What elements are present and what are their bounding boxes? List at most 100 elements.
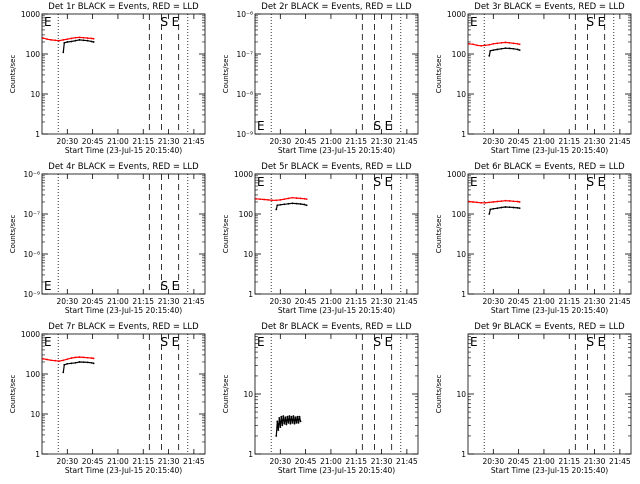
data-point <box>512 206 515 209</box>
data-point <box>472 201 474 203</box>
y-axis-label: Counts/sec <box>435 215 443 254</box>
data-point <box>299 420 302 423</box>
y-tick-label: 10 <box>456 250 466 259</box>
data-point <box>275 208 278 211</box>
y-tick-label: 1 <box>35 450 40 459</box>
y-tick-label: 100 <box>452 210 467 219</box>
data-point <box>504 47 507 50</box>
x-tick-label: 20:45 <box>295 137 317 146</box>
event-marker: E <box>598 15 606 29</box>
data-point <box>63 363 66 366</box>
x-tick-label: 20:30 <box>56 137 78 146</box>
data-point <box>275 199 278 202</box>
data-point <box>305 198 308 201</box>
data-point <box>488 213 491 215</box>
x-tick-label: 21:30 <box>371 137 393 146</box>
data-point <box>74 356 77 359</box>
data-point <box>294 416 297 419</box>
data-point <box>58 39 61 42</box>
x-tick-label: 21:15 <box>345 297 367 306</box>
data-point <box>500 47 503 50</box>
data-point <box>303 203 306 206</box>
chart-title: Det 4r BLACK = Events, RED = LLD <box>48 162 199 172</box>
y-tick-label: 1 <box>461 290 466 299</box>
y-axis-label: Counts/sec <box>9 55 17 94</box>
x-axis-label: Start Time (23-Jul-15 20:15:40) <box>491 306 608 315</box>
y-tick-label: 100 <box>26 50 41 59</box>
plot-frame <box>467 13 632 135</box>
event-marker: E <box>470 175 478 189</box>
x-tick-label: 20:30 <box>482 457 504 466</box>
x-tick-label: 20:30 <box>482 137 504 146</box>
data-point <box>476 44 479 47</box>
chart-panel: Det 9r BLACK = Events, RED = LLD 1 10 20:30… <box>435 322 632 475</box>
x-tick-label: 21:30 <box>584 457 606 466</box>
y-axis-label: Counts/sec <box>9 215 17 254</box>
plot-frame <box>41 173 206 295</box>
y-tick-label: 1000 <box>21 10 40 19</box>
event-marker: S <box>586 15 594 29</box>
data-point <box>62 371 65 374</box>
x-tick-label: 21:15 <box>132 297 154 306</box>
event-marker: E <box>598 175 606 189</box>
chart-panel: Det 3r BLACK = Events, RED = LLD 1 10 100 10… <box>435 2 632 155</box>
x-tick-label: 20:45 <box>82 457 104 466</box>
x-tick-label: 20:45 <box>82 137 104 146</box>
data-point <box>516 42 519 45</box>
data-point <box>54 359 57 362</box>
data-point <box>480 44 483 47</box>
data-point <box>277 429 280 432</box>
data-point <box>504 199 507 202</box>
x-tick-label: 21:45 <box>609 297 631 306</box>
x-tick-label: 21:00 <box>107 137 129 146</box>
data-point <box>492 49 495 52</box>
x-tick-label: 21:00 <box>320 297 342 306</box>
data-point <box>496 48 499 51</box>
chart-title: Det 9r BLACK = Events, RED = LLD <box>474 322 625 332</box>
data-point <box>86 37 89 39</box>
y-tick-label: 10⁻⁶ <box>236 10 253 19</box>
x-tick-label: 21:45 <box>183 297 205 306</box>
data-point <box>259 198 261 201</box>
data-point <box>518 49 521 52</box>
y-tick-label: 1 <box>461 450 466 459</box>
data-point <box>492 207 495 210</box>
plot-frame <box>41 333 206 455</box>
data-point <box>284 416 287 419</box>
y-tick-label: 1 <box>35 130 40 139</box>
y-tick-label: 10 <box>456 90 466 99</box>
y-tick-label: 10 <box>30 410 40 419</box>
data-point <box>66 358 69 361</box>
event-marker: E <box>257 175 265 189</box>
data-point <box>92 357 95 360</box>
x-tick-label: 20:30 <box>269 137 291 146</box>
data-point <box>267 199 270 201</box>
y-tick-label: 10 <box>243 250 253 259</box>
data-point <box>74 36 77 39</box>
data-point <box>82 36 85 39</box>
data-point <box>282 415 285 417</box>
chart-title: Det 6r BLACK = Events, RED = LLD <box>474 162 625 172</box>
data-point <box>90 357 93 359</box>
x-tick-label: 20:45 <box>295 457 317 466</box>
data-point <box>492 201 495 203</box>
data-point <box>516 48 519 51</box>
data-point <box>92 37 95 40</box>
y-axis-label: Counts/sec <box>9 375 17 414</box>
data-point <box>70 362 73 365</box>
y-axis-label: Counts/sec <box>435 55 443 94</box>
event-marker: S <box>373 119 381 133</box>
data-point <box>468 42 470 45</box>
x-tick-label: 21:45 <box>396 297 418 306</box>
data-point <box>90 37 93 40</box>
x-tick-label: 21:00 <box>320 137 342 146</box>
data-point <box>290 415 293 418</box>
y-tick-label: 10⁻⁸ <box>236 90 253 99</box>
y-axis-label: Counts/sec <box>222 55 230 94</box>
y-tick-label: 10 <box>456 390 466 399</box>
chart-title: Det 1r BLACK = Events, RED = LLD <box>48 2 199 12</box>
data-point <box>305 204 308 207</box>
chart-title: Det 7r BLACK = Events, RED = LLD <box>48 322 199 332</box>
data-point <box>42 37 44 39</box>
x-tick-label: 21:45 <box>609 137 631 146</box>
